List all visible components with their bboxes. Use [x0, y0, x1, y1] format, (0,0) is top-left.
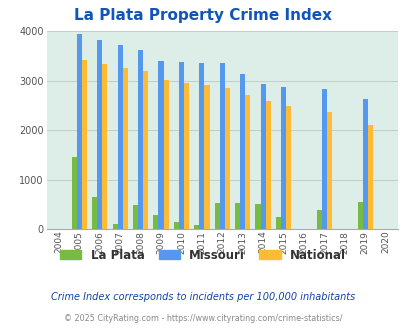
Bar	[82, 60, 87, 229]
Bar	[357, 202, 362, 229]
Bar	[112, 224, 117, 229]
Bar	[138, 50, 143, 229]
Legend: La Plata, Missouri, National: La Plata, Missouri, National	[55, 244, 350, 266]
Bar	[179, 62, 183, 229]
Bar	[245, 95, 250, 229]
Bar	[72, 156, 77, 229]
Bar	[326, 112, 331, 229]
Bar	[199, 63, 204, 229]
Text: Crime Index corresponds to incidents per 100,000 inhabitants: Crime Index corresponds to incidents per…	[51, 292, 354, 302]
Bar	[102, 64, 107, 229]
Bar	[260, 84, 265, 229]
Bar	[158, 61, 163, 229]
Bar	[204, 85, 209, 229]
Text: © 2025 CityRating.com - https://www.cityrating.com/crime-statistics/: © 2025 CityRating.com - https://www.city…	[64, 314, 341, 323]
Bar	[316, 210, 321, 229]
Bar	[362, 99, 367, 229]
Bar	[97, 40, 102, 229]
Bar	[77, 34, 82, 229]
Bar	[265, 101, 270, 229]
Bar	[275, 217, 280, 229]
Bar	[280, 87, 286, 229]
Bar	[163, 80, 168, 229]
Bar	[321, 89, 326, 229]
Bar	[194, 225, 199, 229]
Bar	[255, 204, 260, 229]
Bar	[224, 88, 229, 229]
Bar	[92, 197, 97, 229]
Bar	[117, 45, 122, 229]
Bar	[219, 63, 224, 229]
Bar	[153, 214, 158, 229]
Bar	[214, 203, 219, 229]
Bar	[240, 74, 245, 229]
Bar	[234, 203, 240, 229]
Bar	[122, 68, 128, 229]
Bar	[286, 106, 290, 229]
Bar	[367, 125, 372, 229]
Bar	[132, 205, 138, 229]
Bar	[183, 83, 189, 229]
Bar	[143, 71, 148, 229]
Text: La Plata Property Crime Index: La Plata Property Crime Index	[74, 8, 331, 23]
Bar	[173, 222, 179, 229]
